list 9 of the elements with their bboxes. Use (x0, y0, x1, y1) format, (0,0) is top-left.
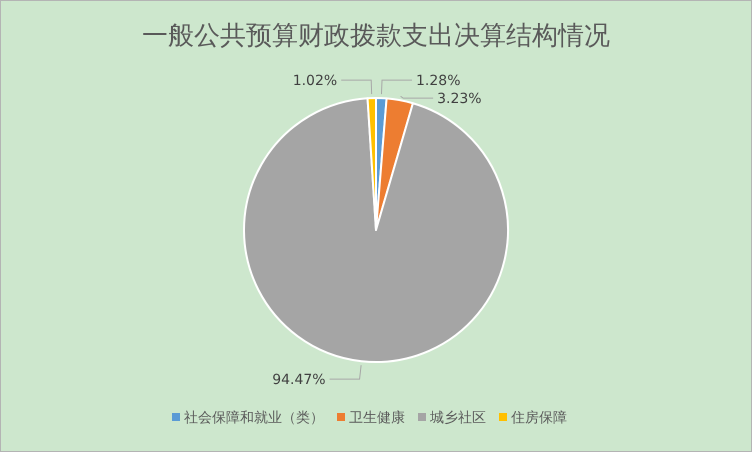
legend-label: 社会保障和就业（类） (184, 410, 324, 426)
legend-label: 住房保障 (510, 410, 567, 426)
data-label: 94.47% (272, 372, 326, 388)
data-label: 1.28% (416, 73, 461, 90)
legend-label: 卫生健康 (349, 410, 405, 426)
data-label: 3.23% (437, 91, 482, 108)
chart-title: 一般公共预算财政拨款支出决算结构情况 (142, 21, 610, 51)
legend-label: 城乡社区 (429, 410, 486, 426)
data-label: 1.02% (292, 73, 338, 90)
